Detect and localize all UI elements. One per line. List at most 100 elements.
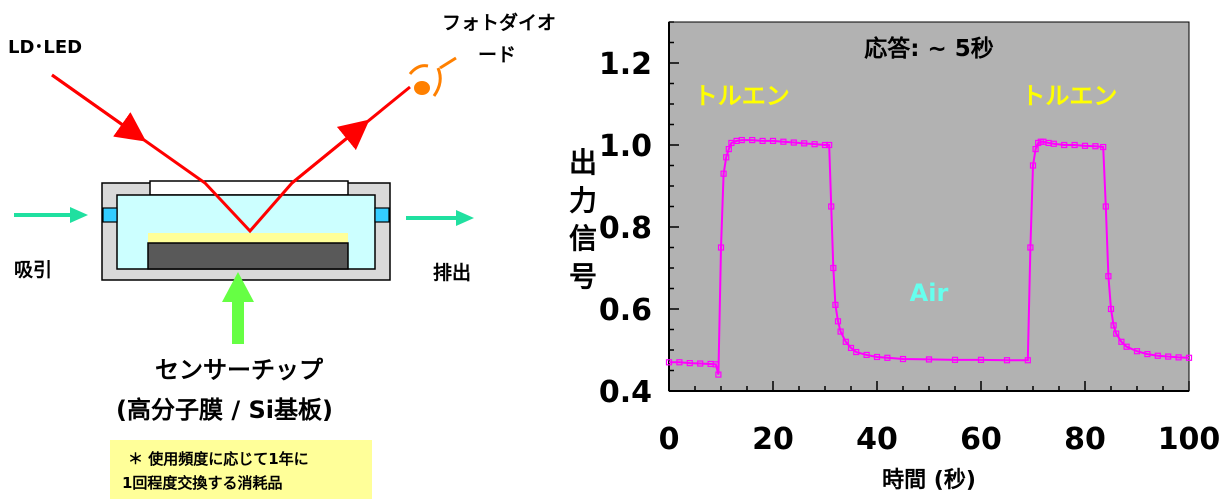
y-axis-label-char: 力 xyxy=(569,184,597,217)
data-point xyxy=(720,170,727,177)
data-point xyxy=(738,136,745,144)
sensor-chip-material-label: (高分子膜 / Si基板) xyxy=(116,396,333,424)
data-point xyxy=(837,328,844,335)
data-point xyxy=(834,318,842,325)
data-point xyxy=(873,353,881,361)
data-point xyxy=(830,264,837,272)
data-point xyxy=(665,359,673,366)
inlet-port xyxy=(102,207,118,223)
data-point xyxy=(1100,143,1107,151)
photodiode-label-line1: フォトダイオ xyxy=(442,12,557,34)
data-point xyxy=(1027,244,1034,251)
data-point xyxy=(1050,140,1057,147)
photodiode-label-line2: ード xyxy=(478,44,517,66)
data-point xyxy=(1165,353,1172,360)
data-point xyxy=(1133,348,1141,355)
y-axis-label-char: 号 xyxy=(569,260,597,293)
x-tick-label: 40 xyxy=(856,422,898,457)
chart-annotation: トルエン xyxy=(1021,82,1117,110)
note-line2: 1回程度交換する消耗品 xyxy=(122,474,283,492)
suction-arrow xyxy=(14,207,88,223)
data-point xyxy=(749,136,756,144)
x-axis-label: 時間 (秒) xyxy=(882,468,976,493)
y-tick-label: 1.0 xyxy=(599,129,652,164)
light-beam xyxy=(51,73,411,234)
data-point xyxy=(1113,330,1120,337)
data-point xyxy=(1107,305,1115,313)
data-point xyxy=(1154,352,1161,359)
data-point xyxy=(801,140,808,147)
data-point xyxy=(686,360,693,367)
data-point xyxy=(1118,338,1125,345)
y-tick-label: 0.6 xyxy=(599,293,652,328)
data-point xyxy=(925,356,933,363)
data-point xyxy=(780,138,787,145)
series-line xyxy=(669,139,1190,375)
axes: 0 20 40 60 80 100 0.4 0.6 0.8 1.0 1.2 xyxy=(599,21,1221,457)
note-line1: ＊ 使用頻度に応じて1年に xyxy=(128,450,309,468)
data-point xyxy=(1105,273,1112,280)
chart-annotation: Air xyxy=(910,279,949,307)
data-point xyxy=(826,141,833,149)
si-substrate xyxy=(147,242,349,270)
data-point xyxy=(1071,141,1078,149)
x-tick-label: 0 xyxy=(659,422,680,457)
y-tick-label: 0.4 xyxy=(599,375,652,410)
series-layer xyxy=(665,136,1193,378)
sensor-chip-label: センサーチップ xyxy=(155,356,323,384)
data-point xyxy=(1110,322,1117,329)
data-point xyxy=(951,356,959,363)
data-point xyxy=(790,139,797,146)
photodiode-icon xyxy=(408,56,457,97)
polymer-film xyxy=(148,233,348,243)
data-point xyxy=(832,301,839,308)
data-point xyxy=(847,344,855,352)
x-tick-label: 100 xyxy=(1158,422,1221,457)
x-tick-label: 60 xyxy=(960,422,1002,457)
data-point xyxy=(828,203,835,210)
chart-title: 応答: ~ 5秒 xyxy=(864,35,994,62)
outlet-port xyxy=(374,207,390,223)
exhaust-label: 排出 xyxy=(433,262,472,284)
data-point xyxy=(1123,343,1130,350)
data-point xyxy=(1185,354,1193,361)
y-axis-label-char: 信 xyxy=(569,222,597,255)
data-point xyxy=(1029,162,1037,169)
data-point xyxy=(863,351,870,359)
data-point xyxy=(811,141,818,148)
data-point xyxy=(884,354,891,361)
chart-annotation: トルエン xyxy=(694,82,790,110)
exhaust-arrow xyxy=(406,210,474,226)
data-point xyxy=(1102,203,1109,210)
data-point xyxy=(723,154,730,161)
data-point xyxy=(759,137,766,144)
data-point xyxy=(1032,146,1039,153)
data-point xyxy=(1175,354,1182,361)
sensor-schematic xyxy=(14,56,474,344)
data-point xyxy=(725,146,732,153)
x-tick-label: 20 xyxy=(752,422,794,457)
data-point xyxy=(1144,351,1151,358)
data-point xyxy=(821,141,829,149)
data-point xyxy=(842,338,849,345)
data-point xyxy=(853,348,860,356)
data-point xyxy=(697,360,704,367)
plot-area xyxy=(668,21,1190,392)
suction-label: 吸引 xyxy=(14,259,53,281)
y-tick-label: 0.8 xyxy=(599,211,652,246)
data-point xyxy=(676,359,683,366)
data-point xyxy=(1081,142,1089,149)
data-point xyxy=(1061,141,1068,149)
note-box xyxy=(110,440,372,499)
data-point xyxy=(977,356,985,363)
y-axis-label-char: 出 xyxy=(569,146,597,179)
data-point xyxy=(1092,143,1099,150)
data-point xyxy=(717,244,725,251)
data-point xyxy=(1003,357,1011,364)
data-point xyxy=(1024,357,1031,364)
data-point xyxy=(712,361,719,368)
light-source-label: LD･LED xyxy=(8,37,83,58)
